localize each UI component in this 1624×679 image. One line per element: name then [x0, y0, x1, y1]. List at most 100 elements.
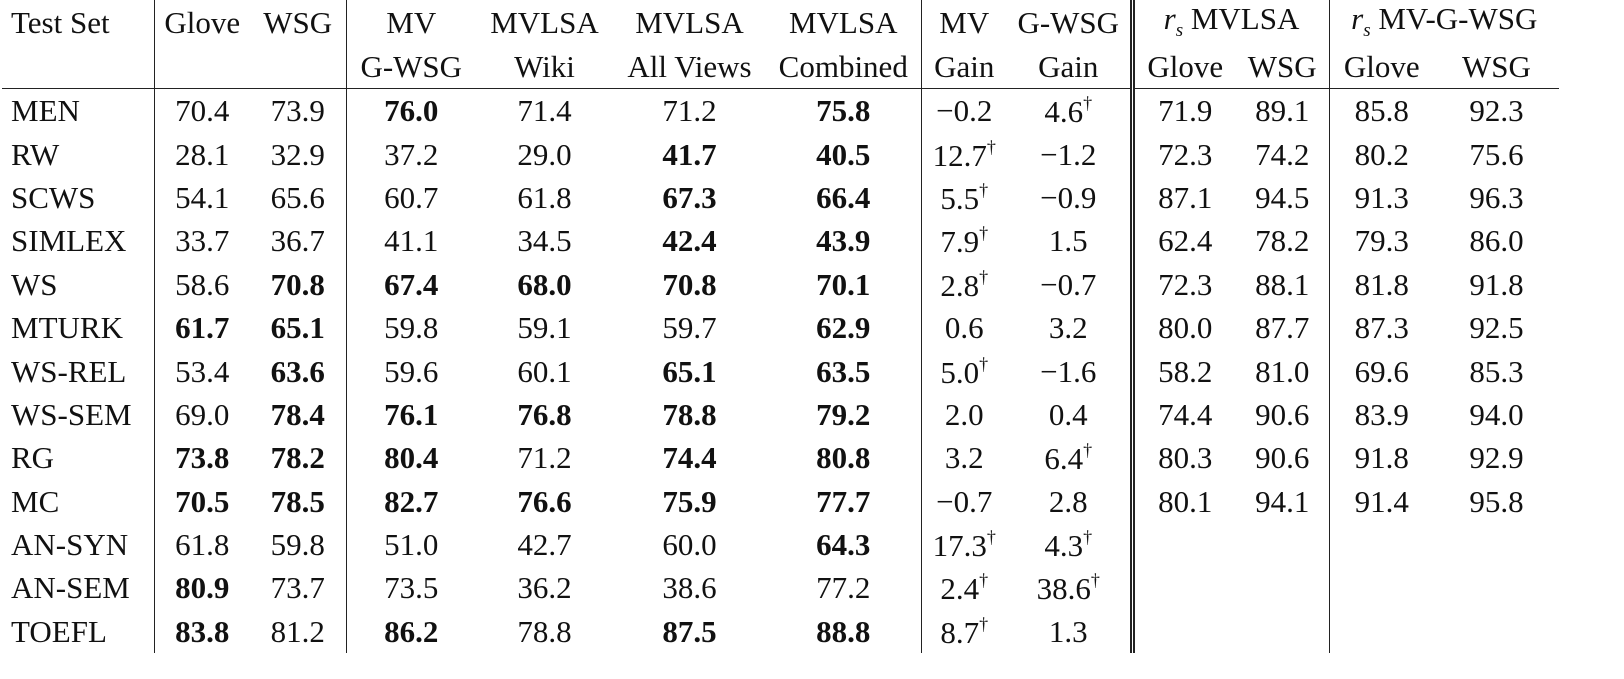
data-row: MEN 70.4 73.9 76.0 71.4 71.2 75.8 −0.2 4.6† 71.9 8…: [2, 88, 1559, 133]
value: 58.6: [175, 266, 230, 302]
cell: 0.6: [920, 305, 1007, 350]
cell: 53.4: [153, 349, 250, 393]
header-text: MVLSA: [788, 4, 898, 40]
value: 70.4: [175, 93, 230, 129]
cell: 87.1: [1129, 175, 1236, 220]
cell: RG: [2, 436, 154, 479]
value: 87.5: [662, 613, 717, 649]
value: 77.7: [816, 483, 871, 519]
cell: 80.2: [1328, 132, 1434, 176]
header-text: Glove: [1147, 48, 1224, 84]
value: 54.1: [175, 179, 230, 215]
value: 61.8: [175, 527, 230, 563]
value: 33.7: [175, 223, 230, 259]
cell: 74.4: [613, 436, 766, 479]
cell: [1236, 523, 1329, 566]
cell: [153, 44, 250, 89]
cell: 12.7†: [920, 132, 1007, 176]
value: 75.6: [1469, 136, 1524, 172]
data-row: RW 28.1 32.9 37.2 29.0 41.7 40.5 12.7† −1.2 72.3 7…: [2, 132, 1559, 176]
value: 65.6: [270, 179, 325, 215]
cell: 82.7: [345, 479, 476, 523]
cell: 17.3†: [920, 522, 1007, 567]
cell: Gain: [920, 44, 1007, 89]
cell: [1328, 522, 1434, 567]
cell: MV: [345, 0, 476, 44]
value: 2.4: [940, 571, 980, 607]
cell: −0.2: [920, 88, 1007, 133]
cell: Glove: [153, 0, 250, 44]
value: 77.2: [816, 570, 871, 606]
cell: 59.1: [476, 306, 613, 349]
cell: 69.0: [153, 392, 250, 437]
cell: 74.4: [1129, 392, 1236, 437]
significance-mark: †: [1083, 440, 1093, 461]
cell: MVLSA: [766, 0, 921, 44]
value: 63.6: [270, 353, 325, 389]
value: 28.1: [175, 136, 230, 172]
value: 80.0: [1158, 310, 1213, 346]
cell: 71.4: [476, 89, 613, 133]
cell: 91.3: [1328, 175, 1434, 220]
cell: 92.3: [1434, 89, 1559, 133]
value: 61.8: [517, 179, 572, 215]
cell: 88.8: [766, 610, 921, 653]
cell: 58.2: [1129, 349, 1236, 393]
cell: 65.1: [250, 306, 346, 349]
cell: [1434, 566, 1559, 609]
header-text: WSG: [1462, 48, 1531, 84]
value: 59.7: [662, 310, 717, 346]
header-text: WSG: [1247, 48, 1317, 84]
value: 80.8: [816, 440, 871, 476]
value: 81.8: [1354, 266, 1409, 302]
value: 87.7: [1255, 310, 1310, 346]
cell: 63.5: [766, 349, 921, 392]
cell: [1328, 566, 1434, 610]
value: −1.6: [1040, 353, 1097, 389]
cell: WSG: [250, 0, 346, 44]
cell: [1328, 609, 1434, 654]
cell: 8.7†: [920, 609, 1007, 654]
significance-mark: †: [979, 223, 989, 244]
value: 80.2: [1354, 136, 1409, 172]
cell: 73.7: [250, 566, 346, 609]
value: 92.5: [1469, 310, 1524, 346]
symbol: r: [1351, 1, 1364, 37]
value: 4.3: [1044, 528, 1084, 564]
cell: [1129, 609, 1236, 654]
cell: 43.9: [766, 219, 921, 262]
value: 60.7: [384, 179, 439, 215]
cell: WS-REL: [2, 349, 154, 392]
cell: Glove: [1328, 44, 1434, 89]
cell: 59.8: [250, 523, 346, 566]
cell: 76.0: [345, 88, 476, 133]
cell: 3.2: [920, 436, 1007, 480]
header-text: Wiki: [514, 48, 575, 84]
value: −0.9: [1040, 179, 1097, 215]
data-row: RG 73.8 78.2 80.4 71.2 74.4 80.8 3.2 6.4† 80.3 90.…: [2, 436, 1559, 480]
value: 7.9: [940, 224, 980, 260]
cell: 59.8: [345, 305, 476, 350]
cell: −0.9: [1007, 176, 1132, 219]
header-text: Glove: [1343, 48, 1420, 84]
cell: 83.9: [1328, 392, 1434, 437]
value: −0.2: [936, 93, 993, 129]
cell: 85.3: [1434, 349, 1559, 392]
value: 65.1: [270, 310, 325, 346]
cell: 41.7: [613, 132, 766, 175]
header-text: All Views: [627, 48, 752, 84]
value: 42.7: [517, 527, 572, 563]
cell: 78.8: [613, 393, 766, 436]
value: 71.2: [517, 440, 572, 476]
value: 80.9: [175, 570, 230, 606]
value: 29.0: [517, 136, 572, 172]
value: 41.1: [384, 223, 439, 259]
value: 69.0: [175, 396, 230, 432]
cell: [1434, 523, 1559, 566]
value: 76.6: [517, 483, 572, 519]
cell: 61.8: [476, 176, 613, 219]
value: 59.6: [384, 353, 439, 389]
cell: G-WSG: [345, 44, 476, 89]
data-row: WS 58.6 70.8 67.4 68.0 70.8 70.1 2.8† −0.7 72.3 88…: [2, 262, 1559, 306]
